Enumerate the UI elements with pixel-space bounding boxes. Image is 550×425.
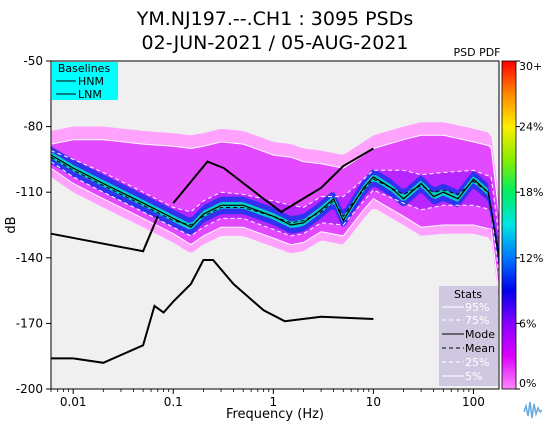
stats-legend-95: 95% [465,301,489,314]
plot-area-frame [50,60,500,390]
y-tick-label: -50 [23,54,43,68]
stats-legend-5: 5% [465,370,482,383]
x-tick-label: 0.01 [60,395,87,409]
x-tick-label: 10 [366,395,381,409]
psd-pdf-heatmap [51,122,499,300]
colorbar-labels: 30+ 24% 18% 12% 6% 0% [516,60,543,390]
x-tick-label: 1 [270,395,278,409]
y-tick-label: -200 [16,382,43,396]
x-tick-label: 100 [462,395,485,409]
p95-line [50,134,500,215]
stats-legend-25: 25% [465,356,489,369]
chart-title-line2: 02-JUN-2021 / 05-AUG-2021 [142,32,409,54]
p75-line [50,150,500,236]
y-axis: -50 -80 -110 -140 -170 -200 [16,54,51,396]
colorbar-label: 12% [519,252,543,265]
stats-legend-mode: Mode [465,328,495,341]
colorbar-label: 24% [519,121,543,134]
y-axis-label: dB [4,216,19,233]
y-tick-label: -140 [16,251,43,265]
stats-legend: Stats 95% 75% Mode Mean 25% 5% [439,286,498,386]
mode-line [50,154,500,258]
x-tick-label: 0.1 [164,395,183,409]
y-tick-label: -170 [16,316,43,330]
pdf-band-core [51,146,499,267]
hnm-line [172,147,374,214]
chart-title-line1: YM.NJ197.--.CH1 : 3095 PSDs [136,8,413,30]
stats-legend-title: Stats [454,288,482,301]
colorbar-label: 30+ [519,60,542,73]
baselines-legend-title: Baselines [58,62,111,75]
y-tick-label: -80 [23,120,43,134]
p5-line [50,167,500,291]
stat-lines [50,134,500,291]
colorbar-label: 6% [519,317,536,330]
colorbar-label: 0% [519,377,536,390]
mean-line [50,156,500,254]
baseline-lines [50,147,374,364]
stats-legend-box [439,286,498,386]
hnm-low-line [50,215,159,253]
stats-legend-75: 75% [465,314,489,327]
baselines-legend-lnm: LNM [78,88,102,101]
y-tick-label: -110 [16,185,43,199]
x-axis-label: Frequency (Hz) [226,407,324,422]
waveform-logo [522,398,544,420]
colorbar-label: 18% [519,186,543,199]
baselines-legend-hnm: HNM [78,75,104,88]
stats-legend-mean: Mean [465,342,495,355]
x-axis: 0.01 0.1 1 10 100 [50,389,485,409]
colorbar-title: PSD PDF [453,46,500,59]
colorbar [501,60,517,390]
baselines-legend: Baselines HNM LNM [52,62,118,101]
lnm-line [51,259,374,364]
p25-line [50,161,500,276]
